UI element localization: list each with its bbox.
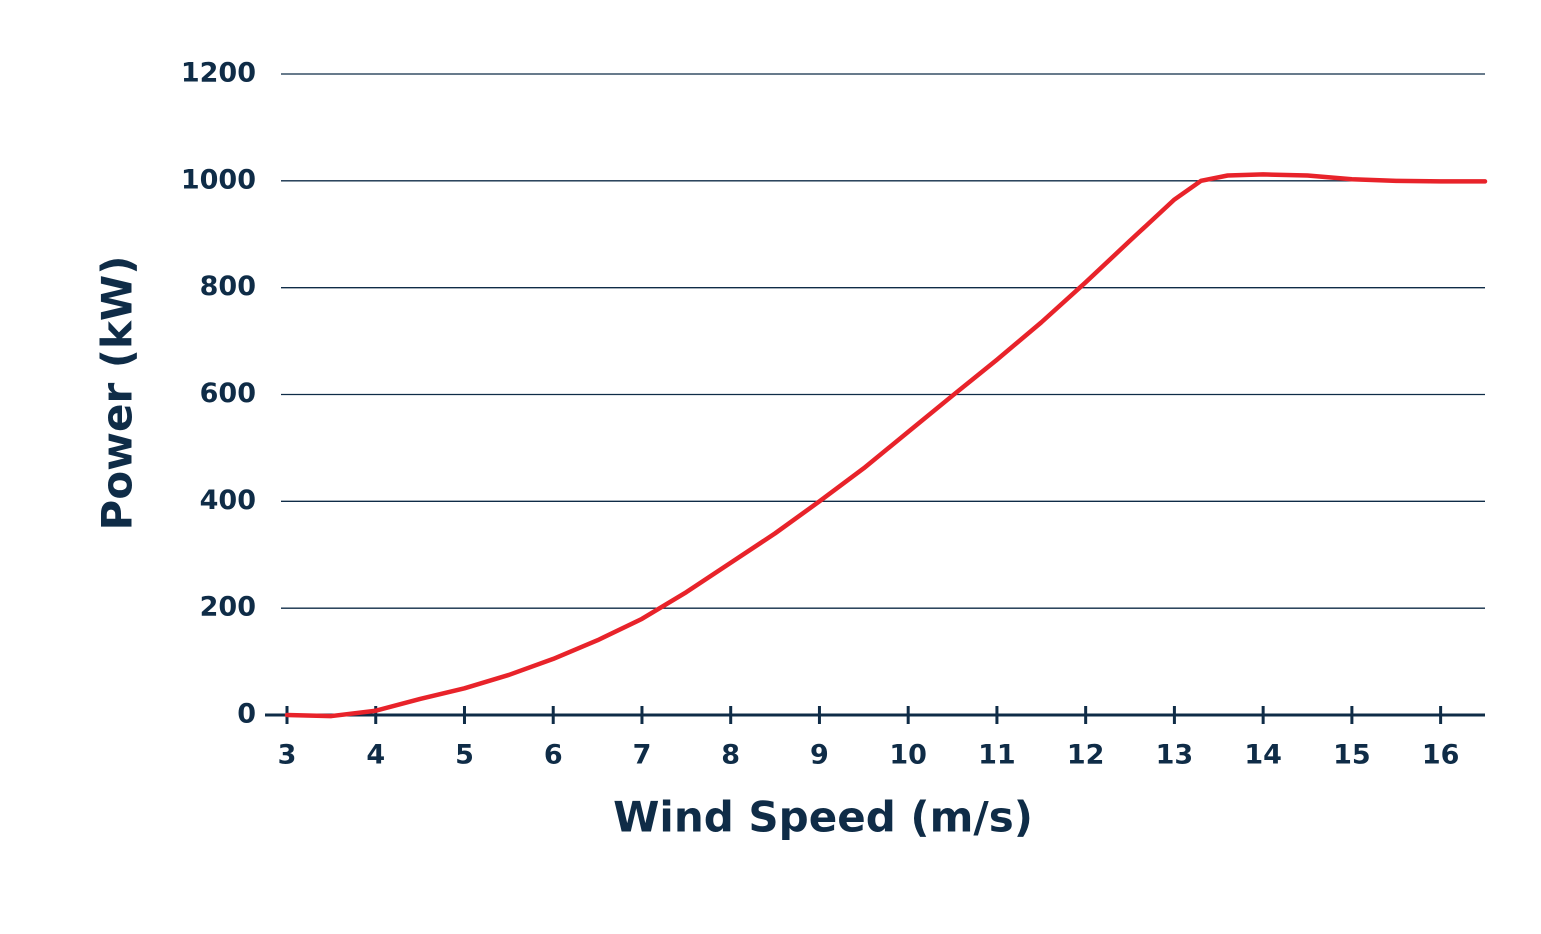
y-axis-title: Power (kW)	[93, 256, 142, 531]
y-tick-label: 0	[237, 699, 256, 730]
x-tick-label: 12	[1067, 740, 1105, 771]
x-tick-label: 8	[721, 740, 740, 771]
x-tick-label: 13	[1156, 740, 1194, 771]
x-tick-label: 5	[455, 740, 474, 771]
x-tick-label: 3	[278, 740, 297, 771]
x-axis-title: Wind Speed (m/s)	[613, 793, 1033, 842]
y-tick-label: 800	[200, 271, 256, 302]
x-tick-label: 15	[1333, 740, 1371, 771]
y-tick-label: 200	[200, 592, 256, 623]
y-tick-label: 600	[200, 378, 256, 409]
x-tick-label: 10	[889, 740, 927, 771]
data-line	[284, 172, 1488, 719]
y-tick-label: 400	[200, 485, 256, 516]
x-tick-label: 9	[810, 740, 829, 771]
y-tick-label: 1000	[181, 164, 256, 195]
x-tick-label: 7	[633, 740, 652, 771]
x-tick-label: 16	[1422, 740, 1460, 771]
x-tick-label: 4	[366, 740, 385, 771]
x-tick-label: 6	[544, 740, 563, 771]
y-tick-label: 1200	[181, 58, 256, 89]
x-tick-label: 11	[978, 740, 1016, 771]
x-tick-label: 14	[1244, 740, 1282, 771]
